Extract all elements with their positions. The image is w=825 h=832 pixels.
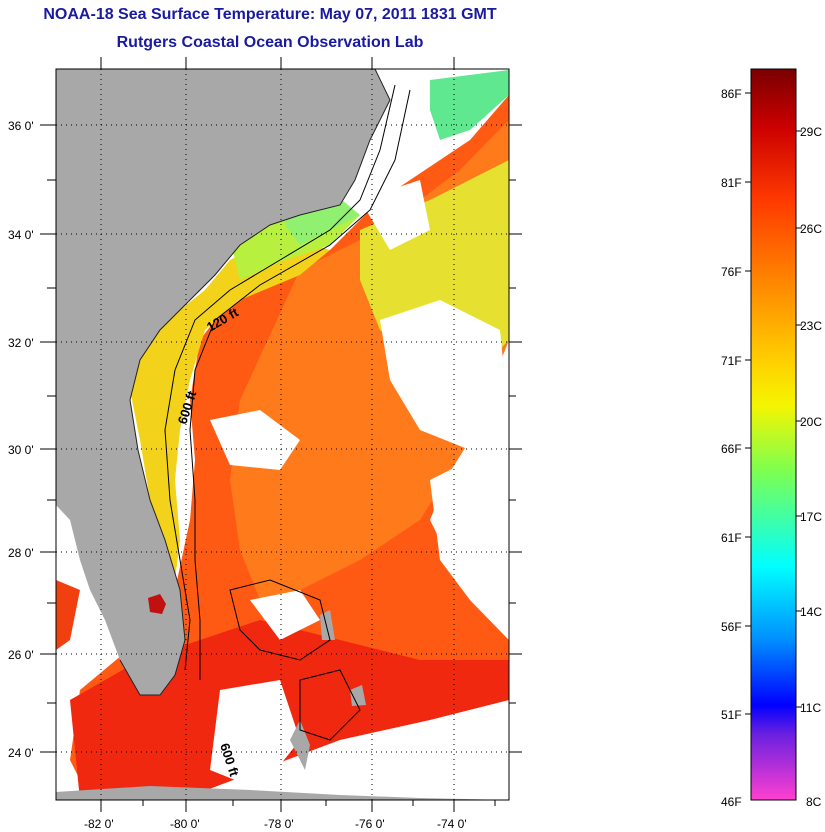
cloud-patch bbox=[210, 410, 300, 470]
graticule bbox=[56, 69, 509, 800]
cloud-patch bbox=[250, 590, 320, 640]
colorbar-f-label: 61F bbox=[721, 531, 742, 545]
map-title: NOAA-18 Sea Surface Temperature: May 07,… bbox=[43, 6, 497, 23]
cloud-patch bbox=[380, 300, 509, 450]
lon-label: -74 0' bbox=[437, 817, 467, 831]
lon-label: -80 0' bbox=[170, 817, 200, 831]
lat-label: 24 0' bbox=[8, 746, 34, 760]
colorbar-f-label: 51F bbox=[721, 708, 742, 722]
lake-okeechobee bbox=[148, 594, 166, 614]
cloud-patch bbox=[360, 180, 430, 250]
axis-ticks bbox=[40, 57, 522, 812]
contour-120ft bbox=[164, 84, 396, 671]
colorbar-c-label: 17C bbox=[800, 510, 822, 524]
colorbar bbox=[750, 68, 797, 801]
colorbar-f-label: 76F bbox=[721, 265, 742, 279]
lat-label: 30 0' bbox=[8, 443, 34, 457]
map-panel bbox=[56, 69, 509, 800]
colorbar-ticks bbox=[745, 92, 802, 715]
colorbar-c-label: 11C bbox=[800, 701, 821, 715]
lat-label: 32 0' bbox=[8, 336, 34, 350]
land-cuba bbox=[56, 786, 509, 800]
land-us-southeast bbox=[56, 69, 390, 695]
land-bahamas bbox=[320, 610, 335, 640]
cloud-patch bbox=[210, 680, 300, 790]
colorbar-c-label: 8C bbox=[806, 795, 822, 809]
colorbar-f-label: 56F bbox=[721, 620, 742, 634]
cloud-patch bbox=[430, 440, 509, 640]
colorbar-c-label: 26C bbox=[800, 222, 822, 236]
colorbar-f-label: 46F bbox=[721, 795, 742, 809]
colorbar-f-label: 81F bbox=[721, 176, 742, 190]
lon-label: -78 0' bbox=[264, 817, 294, 831]
sst-red-west bbox=[56, 580, 80, 650]
lat-label: 34 0' bbox=[8, 228, 34, 242]
colorbar-f-label: 71F bbox=[721, 354, 742, 368]
contour-600ft bbox=[189, 89, 411, 680]
lat-label: 36 0' bbox=[8, 119, 34, 133]
lon-label: -76 0' bbox=[355, 817, 385, 831]
lon-label: -82 0' bbox=[84, 817, 114, 831]
lat-label: 26 0' bbox=[8, 648, 34, 662]
colorbar-f-label: 86F bbox=[721, 87, 742, 101]
sst-shelf-yellow bbox=[130, 235, 330, 580]
colorbar-c-label: 23C bbox=[800, 319, 822, 333]
map-frame bbox=[55, 68, 510, 801]
contour-bahamas bbox=[229, 579, 361, 741]
colorbar-f-label: 66F bbox=[721, 442, 742, 456]
land-bahamas bbox=[290, 720, 310, 770]
land-bahamas bbox=[350, 685, 366, 706]
map-subtitle: Rutgers Coastal Ocean Observation Lab bbox=[116, 34, 424, 51]
colorbar-c-label: 14C bbox=[800, 605, 822, 619]
colorbar-c-label: 20C bbox=[800, 415, 822, 429]
sst-green-sound bbox=[430, 70, 509, 140]
colorbar-c-label: 29C bbox=[800, 125, 822, 139]
lat-label: 28 0' bbox=[8, 546, 34, 560]
